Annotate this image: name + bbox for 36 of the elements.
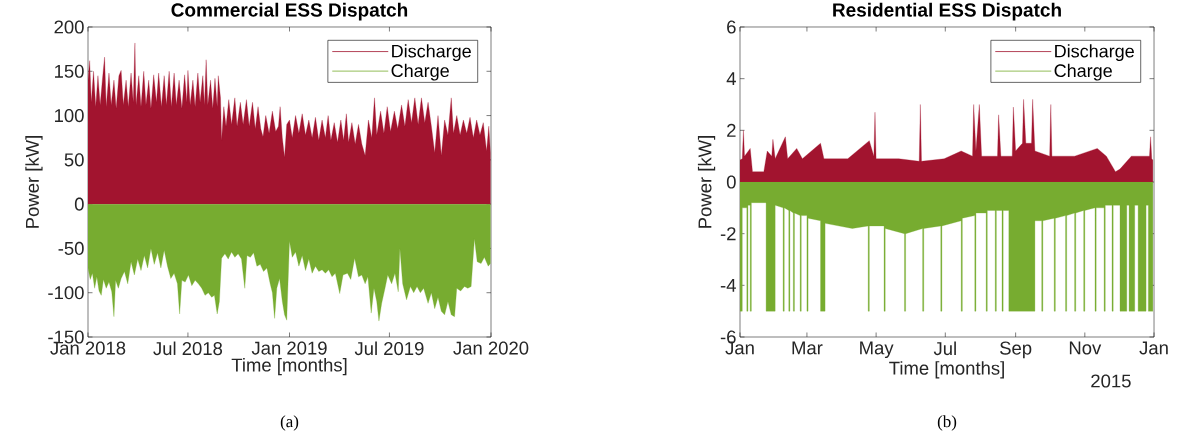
chart-title: Commercial ESS Dispatch bbox=[171, 2, 408, 21]
y-tick-label: 0 bbox=[726, 175, 736, 189]
y-tick-label: -4 bbox=[720, 278, 736, 292]
x-tick-label: Jul bbox=[933, 341, 956, 356]
y-tick-label: 2 bbox=[727, 123, 736, 137]
y-tick-label: 6 bbox=[727, 20, 736, 34]
y-tick-label: 200 bbox=[54, 20, 84, 34]
y-tick-label: 4 bbox=[726, 72, 736, 86]
text: (a) bbox=[280, 415, 299, 431]
y-tick-label: 50 bbox=[64, 153, 84, 167]
y-tick-label: -50 bbox=[58, 241, 84, 255]
x-tick-label: Jul 2018 bbox=[153, 341, 223, 356]
y-tick-label: 0 bbox=[74, 197, 84, 211]
chart-title: Residential ESS Dispatch bbox=[833, 2, 1061, 21]
y-tick-label: 150 bbox=[55, 64, 84, 78]
x-tick-label: Jan bbox=[1139, 341, 1168, 355]
legend-label: Charge bbox=[391, 63, 449, 81]
x-tick-label: Jan 2020 bbox=[453, 341, 529, 355]
y-axis-title: Power [kW] bbox=[697, 136, 716, 228]
x-axis-title: Time [months] bbox=[231, 357, 347, 376]
x-tick-label: May bbox=[860, 341, 894, 359]
x-tick-label: Jan 2019 bbox=[251, 341, 327, 355]
y-axis-title: Power [kW] bbox=[25, 136, 43, 228]
legend-label: Discharge bbox=[1055, 44, 1134, 62]
x-tick-label: Sep bbox=[1000, 341, 1032, 359]
y-tick-label: -100 bbox=[48, 286, 84, 300]
x-axis-title: Time [months] bbox=[889, 361, 1004, 379]
text: (b) bbox=[937, 415, 957, 431]
legend-label: Charge bbox=[1054, 63, 1112, 81]
x-tick-label: Nov bbox=[1069, 341, 1102, 355]
x-tick-label: Mar bbox=[792, 341, 823, 355]
y-tick-label: -2 bbox=[720, 227, 736, 241]
y-tick-label: 100 bbox=[55, 109, 84, 123]
x-tick-label: Jul 2019 bbox=[354, 341, 424, 356]
text: 2015 bbox=[1091, 374, 1131, 388]
legend-label: Discharge bbox=[392, 44, 471, 62]
